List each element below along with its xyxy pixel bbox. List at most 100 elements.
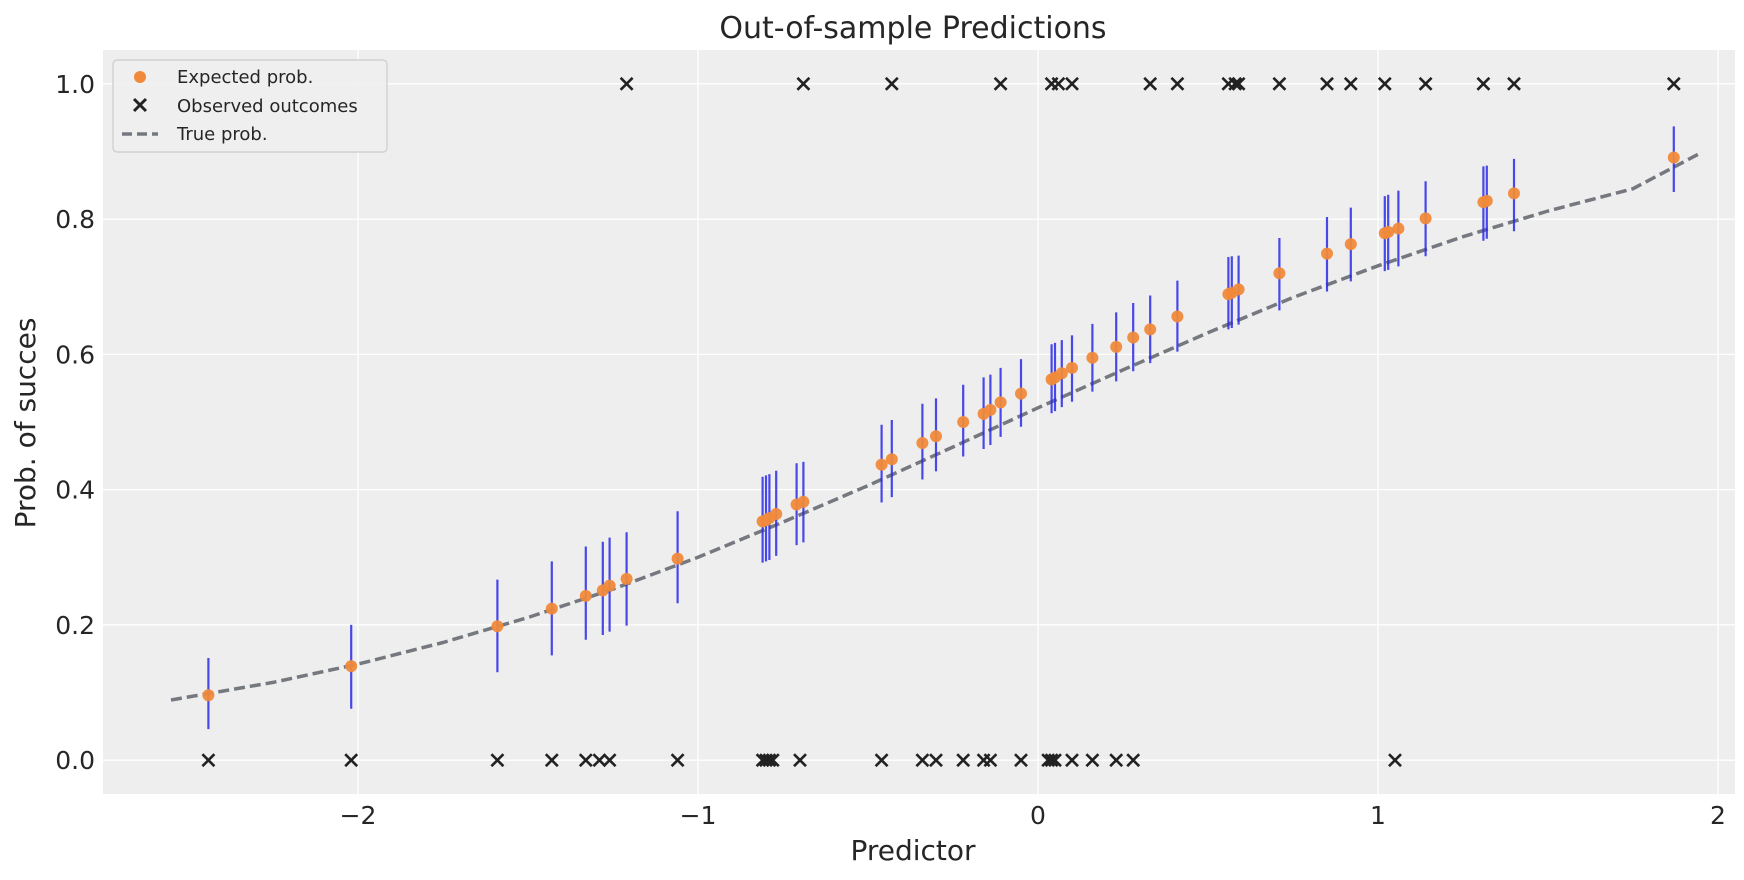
observed-marker [956,753,971,768]
observed-marker [1170,76,1185,91]
observed-marker [578,753,593,768]
y-tick-label: 0.6 [55,340,95,369]
observed-marker-stroke [578,753,593,768]
expected-point [579,589,592,602]
observed-marker [1143,76,1158,91]
observed-marker-stroke [793,753,807,768]
observed-marker-stroke [1507,76,1521,91]
observed-marker-stroke [1272,76,1287,91]
observed-marker [1343,76,1358,91]
expected-point [875,458,888,471]
observed-marker-stroke [884,76,899,91]
expected-point [1508,187,1520,200]
observed-marker-stroke [1051,76,1066,91]
observed-marker-stroke [1048,753,1062,768]
expected-point [1232,283,1245,296]
observed-marker-stroke [490,753,505,768]
observed-marker [1388,753,1402,768]
observed-marker-stroke [1143,76,1158,91]
expected-point [491,620,504,633]
observed-marker-stroke [1065,76,1079,91]
observed-marker [1476,76,1491,91]
observed-outcome-markers [201,76,1681,768]
observed-marker-stroke [1231,76,1246,91]
expected-point [1273,267,1286,280]
expected-point [545,602,558,615]
expected-prob-points [202,151,1680,702]
observed-marker [793,753,807,768]
expected-point [885,453,898,466]
observed-marker-stroke [1418,76,1433,91]
observed-marker-stroke [796,76,811,91]
y-tick-label: 0.2 [55,611,95,640]
observed-marker [762,753,777,768]
y-tick-label: 1.0 [55,70,95,99]
observed-marker-stroke [956,753,971,768]
observed-marker-stroke [1320,76,1334,91]
observed-marker [1126,753,1141,768]
observed-marker-stroke [993,76,1008,91]
expected-point [1110,340,1123,353]
expected-point [957,416,970,428]
observed-marker [1228,76,1243,91]
observed-marker-stroke [1085,753,1100,768]
x-tick-label: 2 [1710,801,1726,830]
expected-point [1066,361,1078,374]
plot-area [103,50,1735,794]
observed-marker-stroke [1666,76,1681,91]
expected-point [345,660,358,673]
expected-point [797,495,810,508]
observed-marker-stroke [1044,753,1059,768]
chart-title: Out-of-sample Predictions [719,11,1106,46]
y-tick-label: 0.0 [55,746,95,775]
observed-marker-stroke [1476,76,1491,91]
observed-marker [915,753,930,768]
observed-marker-stroke [1343,76,1358,91]
x-tick-label: −2 [340,801,377,830]
expected-point [916,436,929,449]
observed-marker-stroke [1126,753,1141,768]
observed-marker [1666,76,1681,91]
true-prob-line [170,151,1702,702]
observed-marker [1085,753,1100,768]
expected-point [603,579,616,592]
observed-marker-stroke [592,753,607,768]
expected-point [770,507,783,520]
observed-marker [796,76,811,91]
observed-marker-stroke [765,753,780,768]
observed-marker [1109,753,1124,768]
observed-marker [670,753,685,768]
x-tick-label: 1 [1370,801,1386,830]
y-axis-ticks: 0.0 0.2 0.4 0.6 0.8 1.0 [55,70,95,775]
observed-marker [1507,76,1521,91]
observed-marker-stroke [1170,76,1185,91]
observed-marker [1272,76,1287,91]
observed-marker [765,753,780,768]
legend-box [112,59,388,153]
observed-marker [993,76,1008,91]
expected-point [1015,387,1027,400]
observed-marker [1014,753,1028,768]
observed-marker [490,753,505,768]
expected-point [1144,323,1157,336]
x-axis-label: Predictor [850,834,976,867]
observed-marker [1320,76,1334,91]
y-tick-label: 0.8 [55,205,95,234]
x-tick-label: −1 [680,801,717,830]
observed-marker [1051,76,1066,91]
expected-point [202,689,215,702]
observed-marker [619,76,634,91]
observed-marker [929,753,943,768]
expected-point [1392,222,1405,235]
true-prob-curve [170,151,1702,702]
expected-point [1171,310,1184,323]
legend-observed-label: Observed outcomes [177,96,358,117]
expected-point [984,403,997,416]
observed-marker-stroke [602,753,617,768]
x-tick-label: 0 [1030,801,1046,830]
observed-marker-stroke [1065,753,1079,768]
observed-marker [1065,753,1079,768]
expected-point [1127,331,1140,344]
expected-point [1055,367,1068,380]
